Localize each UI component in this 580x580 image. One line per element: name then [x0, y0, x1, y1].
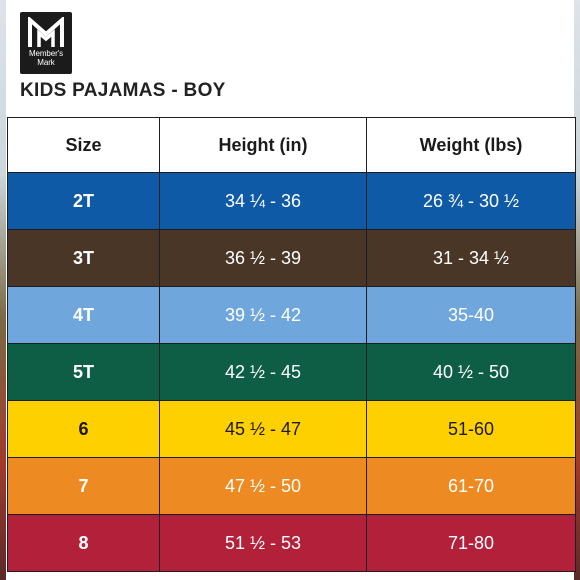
page-title: KIDS PAJAMAS - BOY: [20, 80, 226, 101]
table-row: 8 51 ½ - 53 71-80: [7, 514, 576, 572]
header-weight: Weight (lbs): [366, 117, 576, 173]
table-row: 2T 34 ¼ - 36 26 ¾ - 30 ½: [7, 172, 576, 230]
table-row: 6 45 ½ - 47 51-60: [7, 400, 576, 458]
header-size: Size: [7, 117, 160, 173]
members-mark-logo: Member's Mark: [20, 12, 72, 74]
table-row: 5T 42 ½ - 45 40 ½ - 50: [7, 343, 576, 401]
header-height: Height (in): [159, 117, 367, 173]
weight-cell: 51-60: [366, 400, 576, 458]
weight-cell: 35-40: [366, 286, 576, 344]
weight-cell: 61-70: [366, 457, 576, 515]
size-cell: 3T: [7, 229, 160, 287]
height-cell: 51 ½ - 53: [159, 514, 367, 572]
size-cell: 4T: [7, 286, 160, 344]
table-row: 3T 36 ½ - 39 31 - 34 ½: [7, 229, 576, 287]
right-edge-strip: [574, 0, 580, 580]
table-row: 4T 39 ½ - 42 35-40: [7, 286, 576, 344]
size-cell: 5T: [7, 343, 160, 401]
weight-cell: 26 ¾ - 30 ½: [366, 172, 576, 230]
size-chart-table: Size Height (in) Weight (lbs) 2T 34 ¼ - …: [7, 117, 576, 572]
size-cell: 7: [7, 457, 160, 515]
height-cell: 34 ¼ - 36: [159, 172, 367, 230]
height-cell: 45 ½ - 47: [159, 400, 367, 458]
weight-cell: 71-80: [366, 514, 576, 572]
height-cell: 39 ½ - 42: [159, 286, 367, 344]
height-cell: 47 ½ - 50: [159, 457, 367, 515]
mm-logo-icon: [28, 17, 64, 47]
table-header-row: Size Height (in) Weight (lbs): [7, 117, 576, 173]
weight-cell: 31 - 34 ½: [366, 229, 576, 287]
size-cell: 2T: [7, 172, 160, 230]
left-edge-strip: [0, 0, 6, 580]
size-cell: 6: [7, 400, 160, 458]
table-row: 7 47 ½ - 50 61-70: [7, 457, 576, 515]
weight-cell: 40 ½ - 50: [366, 343, 576, 401]
height-cell: 36 ½ - 39: [159, 229, 367, 287]
logo-text: Member's Mark: [28, 49, 64, 67]
size-cell: 8: [7, 514, 160, 572]
height-cell: 42 ½ - 45: [159, 343, 367, 401]
